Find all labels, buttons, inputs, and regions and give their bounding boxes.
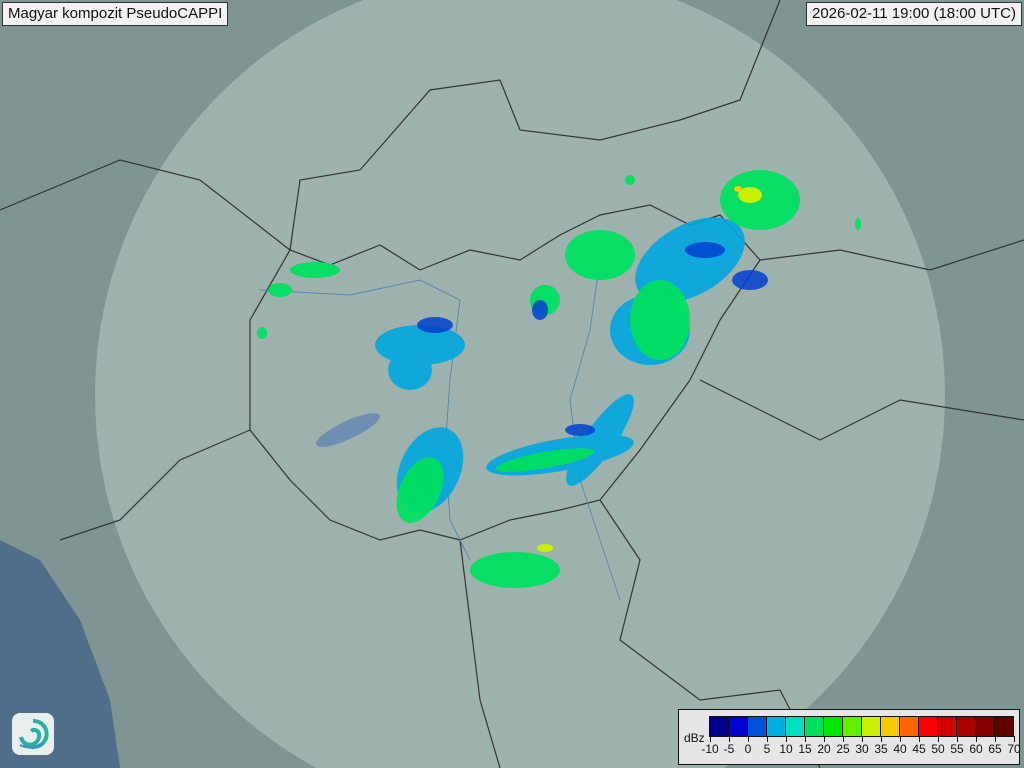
legend-swatch [805,717,824,736]
legend-swatch [938,717,957,736]
legend-swatch [767,717,786,736]
legend-tick-label: 10 [779,742,793,756]
radar-echoes [257,170,861,588]
legend-swatch [824,717,843,736]
legend-color-bar [709,716,1014,737]
legend-tick [786,736,787,742]
legend-tick-label: 5 [763,742,771,756]
legend-tick-label: 30 [855,742,869,756]
legend-tick [843,736,844,742]
legend-tick [729,736,730,742]
legend-swatch [881,717,900,736]
legend-tick-label: 20 [817,742,831,756]
legend-tick-label: 35 [874,742,888,756]
legend-tick [957,736,958,742]
swirl-logo-icon [12,713,54,755]
legend-tick [919,736,920,742]
legend-swatch [710,717,729,736]
legend-tick-label: 60 [969,742,983,756]
legend-tick-label: 45 [912,742,926,756]
legend-tick-label: 25 [836,742,850,756]
legend-tick [881,736,882,742]
legend-unit: dBz [684,731,705,745]
legend-tick-label: 40 [893,742,907,756]
adriatic-sea [0,540,120,768]
legend-tick [900,736,901,742]
legend-swatch [976,717,995,736]
legend-tick [976,736,977,742]
legend-swatch [995,717,1013,736]
legend-swatch [843,717,862,736]
legend-tick [748,736,749,742]
legend-tick-label: 70 [1007,742,1021,756]
legend-tick [938,736,939,742]
legend-swatch [786,717,805,736]
legend-swatch [748,717,767,736]
legend-swatch [862,717,881,736]
legend-tick [767,736,768,742]
dbz-legend: dBz -10 -5 0 5 10 15 20 25 30 35 40 45 50 55 60 65 70 [678,709,1021,765]
legend-tick [805,736,806,742]
legend-tick-label: -10 [701,742,719,756]
legend-swatch [729,717,748,736]
legend-tick-label: 50 [931,742,945,756]
legend-tick [710,736,711,742]
legend-tick-label: 55 [950,742,964,756]
legend-swatch [957,717,976,736]
legend-tick-label: -5 [723,742,735,756]
legend-swatch [900,717,919,736]
legend-tick-label: 15 [798,742,812,756]
timestamp: 2026-02-11 19:00 (18:00 UTC) [805,2,1022,26]
legend-tick [862,736,863,742]
legend-tick-label: 0 [744,742,752,756]
lake-balaton [316,413,380,447]
legend-tick [1014,736,1015,742]
legend-swatch [919,717,938,736]
legend-tick-label: 65 [988,742,1002,756]
legend-tick [824,736,825,742]
legend-tick [995,736,996,742]
map-title: Magyar kompozit PseudoCAPPI [2,2,229,26]
